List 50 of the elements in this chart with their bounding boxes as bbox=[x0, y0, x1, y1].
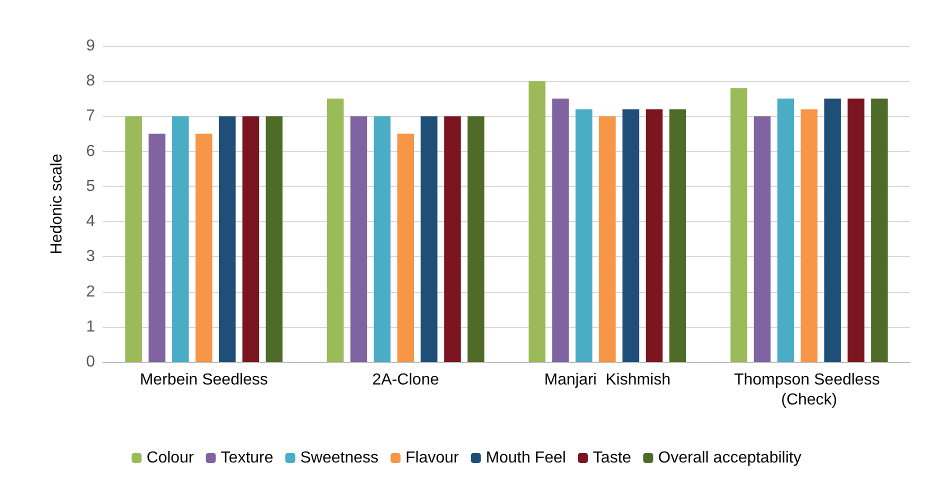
bar bbox=[326, 98, 344, 362]
bar bbox=[848, 98, 864, 362]
legend-label: Texture bbox=[220, 450, 274, 466]
bar bbox=[172, 116, 189, 362]
bar bbox=[576, 109, 592, 362]
x-tick-label: Thompson Seedless (Check) bbox=[734, 372, 884, 408]
bar bbox=[599, 116, 616, 362]
y-tick-label: 9 bbox=[86, 38, 96, 54]
bar bbox=[148, 134, 166, 362]
legend-label: Mouth Feel bbox=[486, 450, 566, 466]
bar bbox=[242, 116, 260, 362]
bar bbox=[669, 109, 686, 362]
legend-label: Sweetness bbox=[300, 450, 379, 466]
bar bbox=[125, 116, 142, 362]
y-tick-label: 5 bbox=[86, 178, 96, 195]
bar bbox=[824, 98, 841, 362]
y-tick-label: 6 bbox=[86, 142, 96, 160]
bar bbox=[622, 109, 640, 362]
bar bbox=[528, 81, 546, 362]
legend-label: Colour bbox=[146, 450, 194, 466]
x-tick-label: Manjari Kishmish bbox=[544, 372, 671, 388]
y-tick-label: 2 bbox=[86, 283, 96, 300]
bar bbox=[777, 98, 794, 362]
bar bbox=[871, 98, 888, 362]
bar bbox=[420, 116, 438, 362]
bar bbox=[800, 109, 818, 362]
y-tick-label: 7 bbox=[86, 108, 96, 125]
legend-label: Overall acceptability bbox=[658, 450, 802, 466]
bar bbox=[552, 98, 569, 362]
bar bbox=[444, 116, 461, 362]
bar bbox=[646, 109, 663, 362]
bar bbox=[468, 116, 484, 362]
legend-label: Taste bbox=[592, 450, 632, 466]
y-tick-label: 3 bbox=[86, 248, 96, 266]
bar bbox=[754, 116, 771, 362]
bar bbox=[266, 116, 283, 362]
y-tick-label: 0 bbox=[86, 354, 96, 370]
y-axis-title: Hedonic scale bbox=[48, 154, 66, 254]
y-tick-label: 4 bbox=[86, 213, 96, 230]
y-tick-label: 1 bbox=[86, 318, 96, 336]
x-tick-label: Merbein Seedless bbox=[140, 372, 268, 388]
legend-label: Flavour bbox=[406, 450, 460, 466]
bar bbox=[218, 116, 236, 362]
bar bbox=[397, 134, 414, 362]
bar bbox=[374, 116, 391, 362]
bar bbox=[196, 134, 212, 362]
y-tick-label: 8 bbox=[86, 72, 96, 90]
bar bbox=[730, 88, 748, 362]
bar bbox=[350, 116, 368, 362]
x-tick-label: 2A-Clone bbox=[372, 372, 440, 388]
